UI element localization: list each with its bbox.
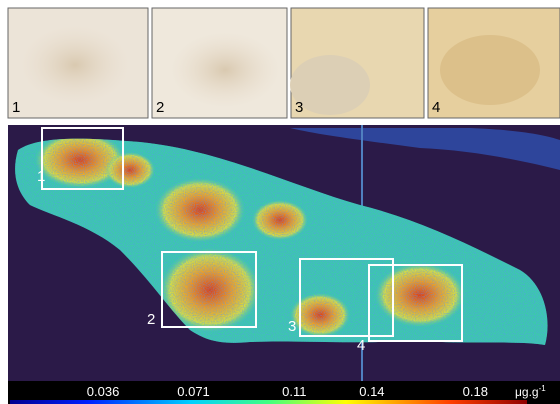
colorbar-tick-label: 0.18 <box>463 384 488 399</box>
unit-power: -1 <box>539 384 547 393</box>
thumbnail-label: 1 <box>12 99 20 116</box>
colorbar-tick-label: 0.14 <box>359 384 384 399</box>
colorbar-tick-label: 0.071 <box>177 384 210 399</box>
region-label: 2 <box>147 311 155 328</box>
region-label: 3 <box>288 318 296 335</box>
region-label: 1 <box>37 168 45 185</box>
thumbnail-label: 3 <box>295 99 303 116</box>
figure: 1 2 3 4 1 2 3 4 0.036 0.071 0.11 0.14 0.18 μg.g-1 <box>0 0 560 404</box>
tissue-image <box>170 32 280 108</box>
colorbar-tick-label: 0.036 <box>87 384 120 399</box>
region-label: 4 <box>357 337 365 354</box>
thumbnails <box>8 8 560 118</box>
tissue-image <box>440 35 540 105</box>
thumbnail-label: 2 <box>156 99 164 116</box>
colorbar-tick-label: 0.11 <box>282 384 306 399</box>
tissue-image <box>20 25 130 105</box>
unit-text: μg.g <box>515 385 539 399</box>
thumbnail-label: 4 <box>432 99 440 116</box>
colorbar <box>10 400 527 404</box>
page: 123412340.0360.0710.110.140.18μg.g-1 (()… <box>0 0 560 404</box>
